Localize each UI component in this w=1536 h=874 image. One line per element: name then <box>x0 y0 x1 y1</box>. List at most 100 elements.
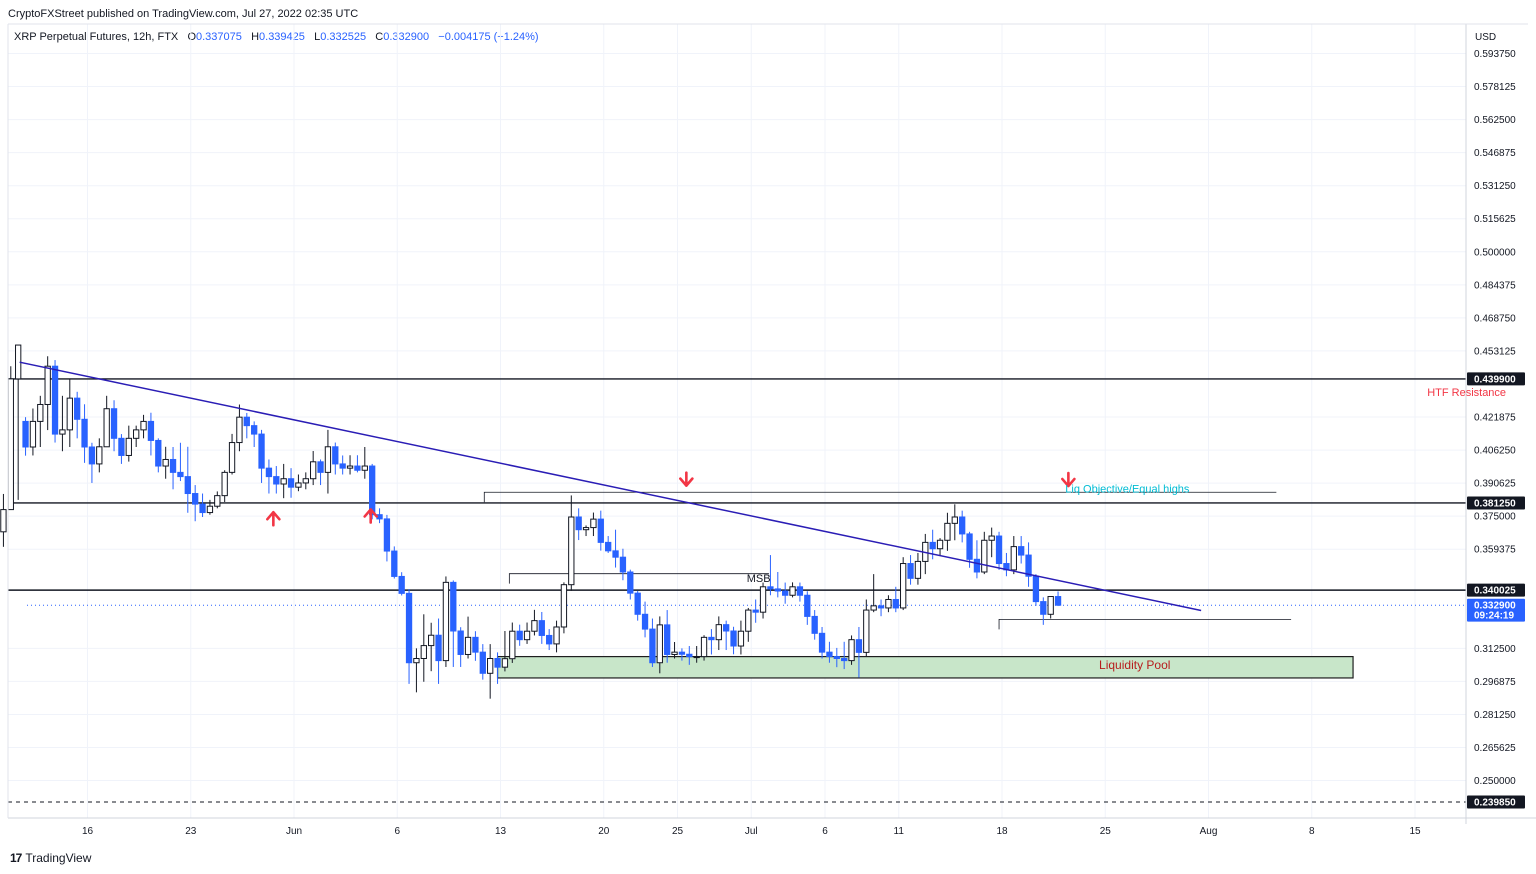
candle-body <box>66 397 73 431</box>
candle-body <box>354 465 361 471</box>
candle-body <box>745 609 752 632</box>
structure-segment <box>483 491 1277 503</box>
candle-body <box>767 586 774 590</box>
candle-body <box>383 518 391 552</box>
candle-body <box>892 598 899 609</box>
candle-body <box>169 458 177 473</box>
price-tick-label: 0.453125 <box>1474 346 1516 357</box>
candle-body <box>877 605 885 609</box>
candle-body <box>686 653 693 658</box>
candle-body <box>914 560 922 579</box>
candle-body <box>693 656 700 659</box>
candle-body <box>523 630 531 641</box>
price-label-box <box>1467 496 1525 510</box>
candle-body <box>280 478 287 485</box>
candle-body <box>51 365 59 435</box>
candle-body <box>612 550 619 558</box>
candle-body <box>560 584 568 628</box>
candle-body <box>310 461 317 480</box>
candle-body <box>995 535 1003 565</box>
candle-body <box>258 433 265 469</box>
price-label-box <box>1467 795 1525 809</box>
candle-body <box>759 586 767 613</box>
change-value: −0.004175 (−1.24%) <box>438 31 539 43</box>
price-tick-label: 0.265625 <box>1474 743 1516 754</box>
candle-body <box>936 539 944 550</box>
time-tick-label: Aug <box>1200 826 1218 837</box>
price-tick-label: 0.296875 <box>1474 677 1516 688</box>
high-label: H <box>251 31 260 43</box>
arrow-up-icon <box>266 510 281 527</box>
candle-body <box>346 465 354 469</box>
annotation-segments <box>483 491 1292 630</box>
candle-body <box>236 416 243 444</box>
candle-body <box>405 592 413 664</box>
price-label-box <box>1467 372 1525 386</box>
candle-body <box>959 516 966 535</box>
time-tick-label: 25 <box>1100 826 1112 837</box>
candle-body <box>538 620 545 636</box>
time-tick-label: 18 <box>996 826 1008 837</box>
candle-body <box>88 446 96 465</box>
candle-body <box>605 541 612 552</box>
tradingview-brand: TradingView <box>25 851 92 865</box>
candle-body <box>664 624 671 655</box>
candle-body <box>177 471 184 478</box>
candle-body <box>656 624 663 664</box>
candle-body <box>317 461 324 473</box>
candle-body <box>44 365 51 405</box>
candle-body <box>796 586 804 596</box>
candle-body <box>184 476 191 495</box>
price-tick-label: 0.531250 <box>1474 181 1516 192</box>
price-label-text: 09:24:19 <box>1474 611 1514 622</box>
candle-body <box>472 636 479 653</box>
candle-body <box>833 656 840 659</box>
candle-body <box>96 446 103 465</box>
candle-body <box>582 527 590 531</box>
arrow-down-icon <box>1061 471 1076 488</box>
candle-body <box>774 588 781 592</box>
ohlc-legend: XRP Perpetual Futures, 12h, FTX O0.33707… <box>14 31 539 43</box>
candle-body <box>214 495 221 507</box>
candle-body <box>944 522 951 541</box>
candle-body <box>546 634 553 645</box>
price-tick-label: 0.593750 <box>1474 49 1516 60</box>
candle-body <box>147 420 155 441</box>
candle-body <box>287 478 295 488</box>
candle-body <box>575 516 582 531</box>
candle-body <box>162 458 169 467</box>
candle-body <box>590 518 597 529</box>
candle-body <box>627 571 634 594</box>
candle-body <box>494 657 501 668</box>
candle-body <box>700 636 708 658</box>
price-tick-label: 0.578125 <box>1474 82 1516 93</box>
candle-body <box>273 476 280 485</box>
candle-body <box>1032 575 1040 603</box>
liquidity-pool-box <box>496 655 1354 679</box>
symbol-name: XRP Perpetual Futures, 12h, FTX <box>14 31 179 43</box>
candle-body <box>118 437 125 456</box>
candle-body <box>723 624 730 632</box>
time-tick-label: 23 <box>185 826 197 837</box>
time-tick-label: 15 <box>1409 826 1421 837</box>
price-label-box <box>1467 583 1525 597</box>
candle-body <box>900 563 907 609</box>
candle-body <box>140 420 147 431</box>
tradingview-logo[interactable]: 17 TradingView <box>10 851 91 865</box>
candle-body <box>324 446 332 473</box>
candle-body <box>752 609 759 613</box>
time-tick-label: 16 <box>82 826 94 837</box>
time-tick-label: 8 <box>1309 826 1315 837</box>
candle-body <box>848 639 855 662</box>
candle-body <box>818 632 826 653</box>
close-label: C <box>375 31 384 43</box>
price-tick-label: 0.484375 <box>1474 280 1516 291</box>
time-tick-label: Jul <box>745 826 758 837</box>
close-value: 0.332900 <box>383 31 430 43</box>
high-value: 0.339425 <box>259 31 305 43</box>
price-label-text: 0.381250 <box>1474 498 1516 509</box>
price-axis-labels: 0.439900 0.381250 0.340025 0.33290009:24:19… <box>1467 372 1525 809</box>
candle-body <box>531 620 538 632</box>
time-tick-label: Jun <box>286 826 302 837</box>
